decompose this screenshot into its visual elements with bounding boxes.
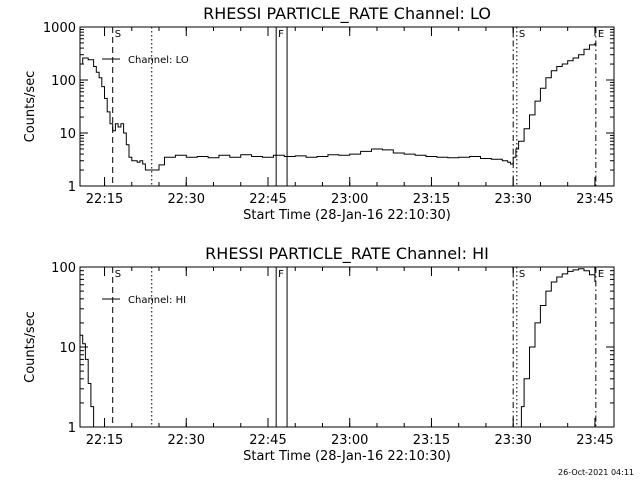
time-marker-label: S: [115, 29, 121, 40]
time-marker-label: F: [278, 269, 284, 280]
time-marker-label: E: [598, 269, 604, 280]
series-line: [80, 43, 596, 171]
series-line: [80, 268, 596, 427]
time-marker-label: F: [278, 29, 284, 40]
chart-title: RHESSI PARTICLE_RATE Channel: HI: [205, 244, 489, 264]
y-tick-label: 1: [68, 180, 76, 195]
x-tick-label: 22:30: [168, 433, 205, 448]
chart-title: RHESSI PARTICLE_RATE Channel: LO: [203, 4, 491, 24]
plot-frame: [79, 26, 615, 187]
y-tick-label: 1000: [43, 21, 76, 36]
x-axis-label: Start Time (28-Jan-16 22:10:30): [243, 208, 451, 223]
timestamp: 26-Oct-2021 04:11: [558, 468, 634, 477]
x-tick-label: 23:30: [494, 433, 531, 448]
x-tick-label: 22:30: [168, 192, 205, 207]
y-tick-label: 10: [59, 127, 76, 142]
y-axis-label: Counts/sec: [23, 311, 38, 383]
x-tick-label: 23:15: [413, 192, 450, 207]
x-tick-label: 23:15: [413, 433, 450, 448]
y-tick-label: 10: [59, 341, 76, 356]
time-marker-label: S: [519, 29, 525, 40]
x-tick-label: 22:45: [249, 192, 286, 207]
x-tick-label: 23:45: [576, 433, 613, 448]
x-tick-label: 23:00: [331, 433, 368, 448]
x-tick-label: 23:45: [576, 192, 613, 207]
legend-entry: Channel: HI: [128, 295, 186, 306]
time-marker-label: S: [519, 269, 525, 280]
x-tick-label: 23:30: [494, 192, 531, 207]
y-tick-label: 100: [51, 74, 76, 89]
time-marker-label: S: [115, 269, 121, 280]
x-tick-label: 22:15: [86, 433, 123, 448]
y-tick-label: 100: [51, 261, 76, 276]
y-axis-label: Counts/sec: [23, 71, 38, 143]
x-tick-label: 23:00: [331, 192, 368, 207]
legend-entry: Channel: LO: [128, 55, 189, 66]
x-tick-label: 22:15: [86, 192, 123, 207]
x-axis-label: Start Time (28-Jan-16 22:10:30): [243, 449, 451, 464]
x-tick-label: 22:45: [249, 433, 286, 448]
y-tick-label: 1: [68, 421, 76, 436]
time-marker-label: E: [598, 29, 604, 40]
